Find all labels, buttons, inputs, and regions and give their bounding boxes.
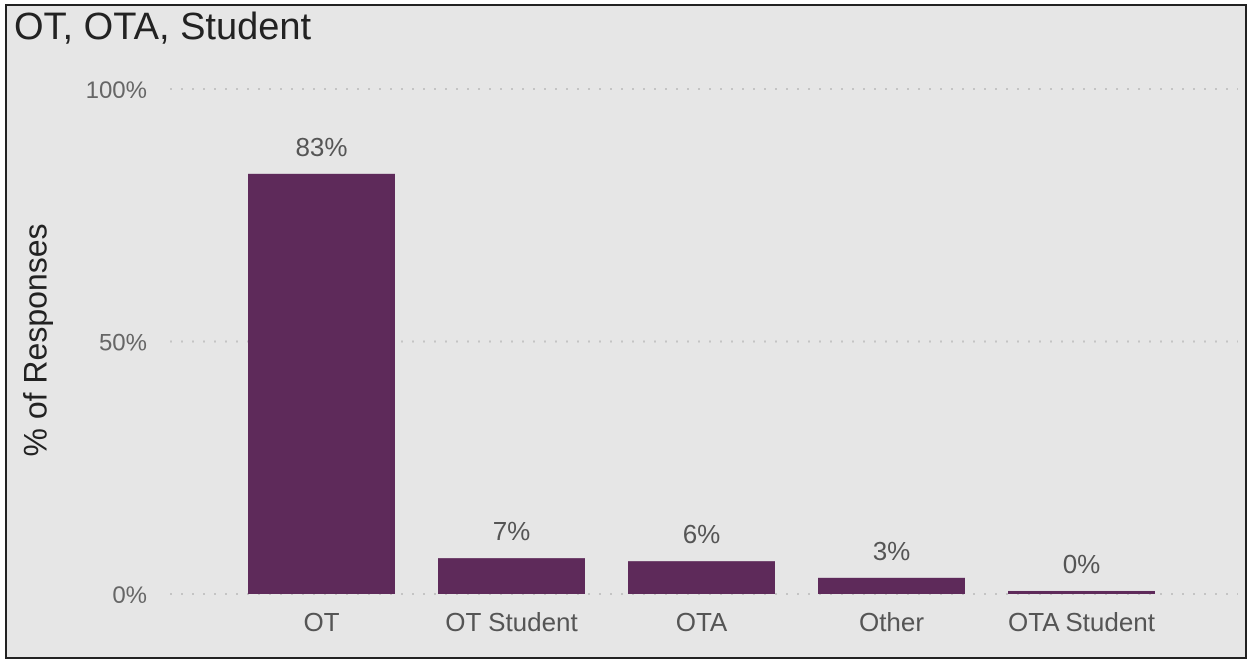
x-tick-label: OTA Student <box>1008 607 1156 637</box>
bar-ot-student <box>438 558 585 594</box>
data-label: 83% <box>295 132 347 162</box>
data-label: 0% <box>1063 549 1101 579</box>
data-label: 7% <box>493 516 531 546</box>
y-tick-label: 50% <box>99 330 147 357</box>
bar-ot <box>248 173 395 594</box>
data-label: 6% <box>683 519 721 549</box>
x-tick-label: OT <box>303 607 339 637</box>
x-tick-label: OTA <box>676 607 728 637</box>
chart-title: OT, OTA, Student <box>14 6 312 48</box>
data-label: 3% <box>873 536 911 566</box>
y-tick-label: 100% <box>86 77 147 104</box>
bar-other <box>818 577 965 594</box>
bar-ota <box>628 561 775 594</box>
chart-frame <box>5 4 1247 659</box>
x-tick-label: OT Student <box>445 607 578 637</box>
x-tick-label: Other <box>859 607 924 637</box>
bar-ota-student <box>1008 590 1155 594</box>
y-tick-label: 0% <box>112 582 147 609</box>
